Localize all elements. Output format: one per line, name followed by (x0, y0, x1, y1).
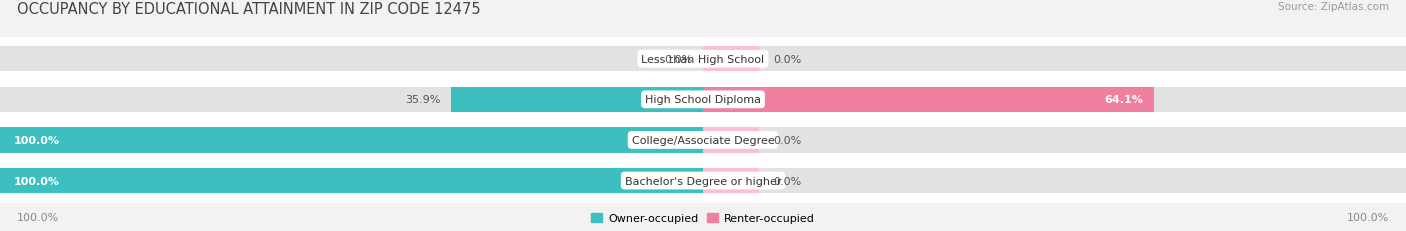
Bar (0, 168, 703, 193)
Text: 100.0%: 100.0% (1347, 212, 1389, 222)
Bar (703, 168, 759, 193)
Legend: Owner-occupied, Renter-occupied: Owner-occupied, Renter-occupied (592, 213, 814, 223)
Text: High School Diploma: High School Diploma (645, 95, 761, 105)
Text: Source: ZipAtlas.com: Source: ZipAtlas.com (1278, 2, 1389, 12)
Text: 100.0%: 100.0% (14, 176, 60, 186)
Text: 0.0%: 0.0% (773, 55, 801, 64)
Text: College/Associate Degree: College/Associate Degree (631, 135, 775, 145)
Text: Less than High School: Less than High School (641, 55, 765, 64)
Text: 0.0%: 0.0% (773, 135, 801, 145)
Text: 0.0%: 0.0% (664, 55, 693, 64)
Text: 100.0%: 100.0% (17, 212, 59, 222)
Text: 64.1%: 64.1% (1104, 95, 1143, 105)
Text: 0.0%: 0.0% (773, 176, 801, 186)
Bar (0, 47, 1406, 72)
Bar (703, 47, 759, 72)
Bar (703, 87, 1154, 112)
Bar (450, 87, 703, 112)
Bar (0, 128, 1406, 153)
Text: Bachelor's Degree or higher: Bachelor's Degree or higher (624, 176, 782, 186)
Bar (703, 128, 759, 153)
Bar (0, 87, 1406, 112)
Text: OCCUPANCY BY EDUCATIONAL ATTAINMENT IN ZIP CODE 12475: OCCUPANCY BY EDUCATIONAL ATTAINMENT IN Z… (17, 2, 481, 17)
Bar (0, 168, 1406, 193)
Text: 100.0%: 100.0% (14, 135, 60, 145)
Bar (0, 128, 703, 153)
Text: 35.9%: 35.9% (405, 95, 440, 105)
